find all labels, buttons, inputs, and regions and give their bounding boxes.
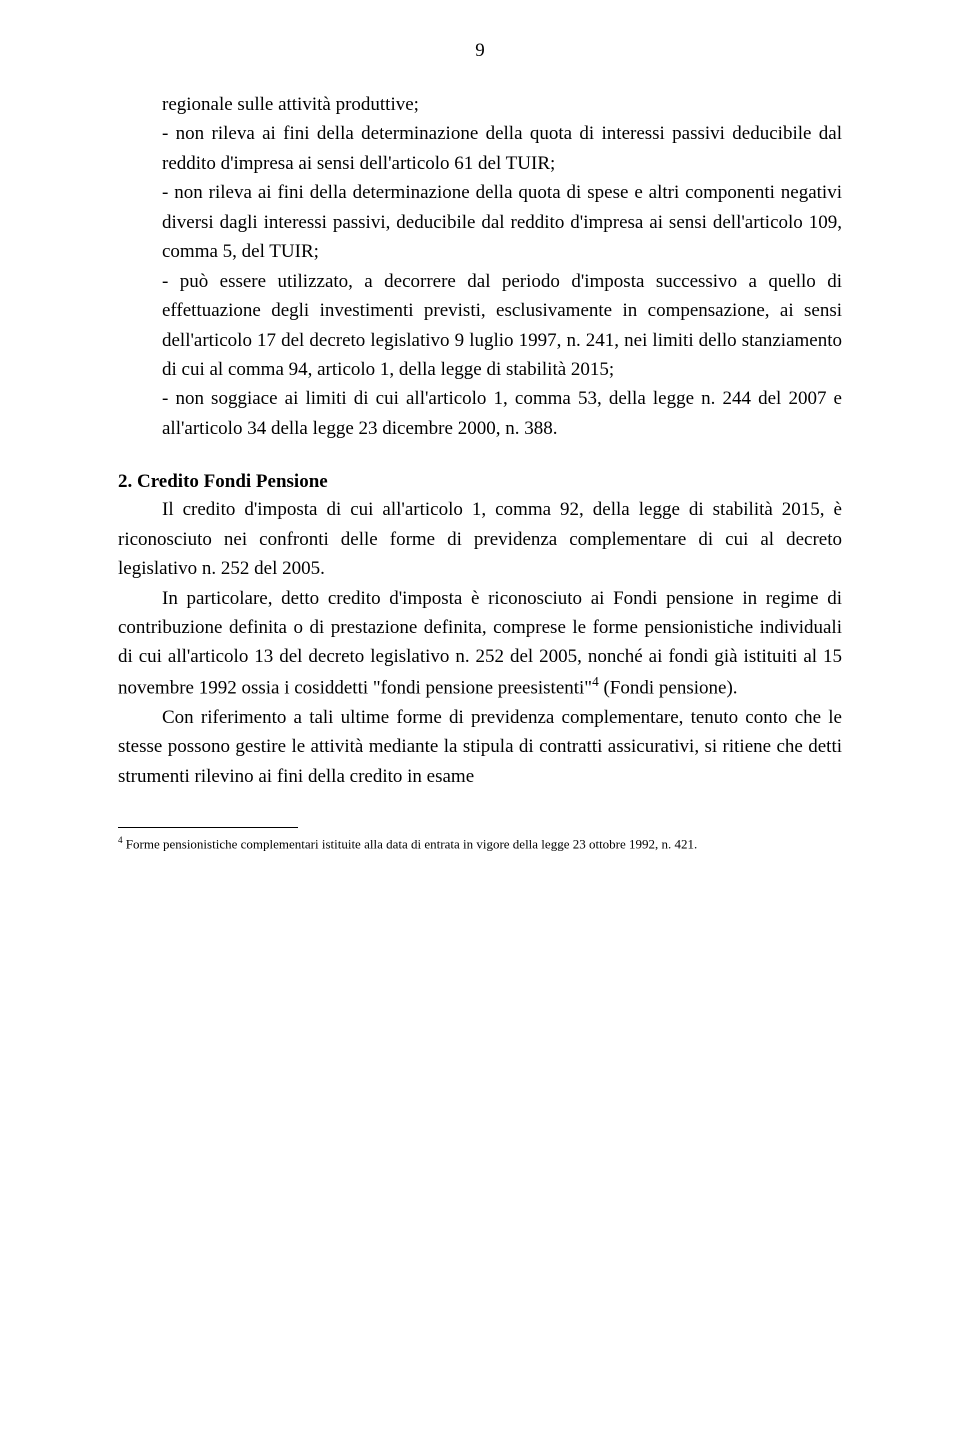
list-item: - non rileva ai fini della determinazion… [162,178,842,266]
footnote-separator [118,827,298,828]
footnote-text: Forme pensionistiche complementari istit… [123,836,698,851]
footnote: 4 Forme pensionistiche complementari ist… [118,834,842,853]
paragraph: In particolare, detto credito d'imposta … [118,584,842,703]
bullet-list: regionale sulle attività produttive; - n… [118,90,842,443]
list-item-continuation: regionale sulle attività produttive; [162,90,842,119]
list-item: - non rileva ai fini della determinazion… [162,119,842,178]
paragraph: Il credito d'imposta di cui all'articolo… [118,495,842,583]
list-item: - può essere utilizzato, a decorrere dal… [162,267,842,385]
paragraph: Con riferimento a tali ultime forme di p… [118,703,842,791]
list-item: - non soggiace ai limiti di cui all'arti… [162,384,842,443]
paragraph-text: (Fondi pensione). [599,677,738,698]
section-heading: 2. Credito Fondi Pensione [118,471,842,493]
footnote-ref: 4 [592,674,599,689]
document-page: 9 regionale sulle attività produttive; -… [0,0,960,1446]
page-number: 9 [118,40,842,62]
